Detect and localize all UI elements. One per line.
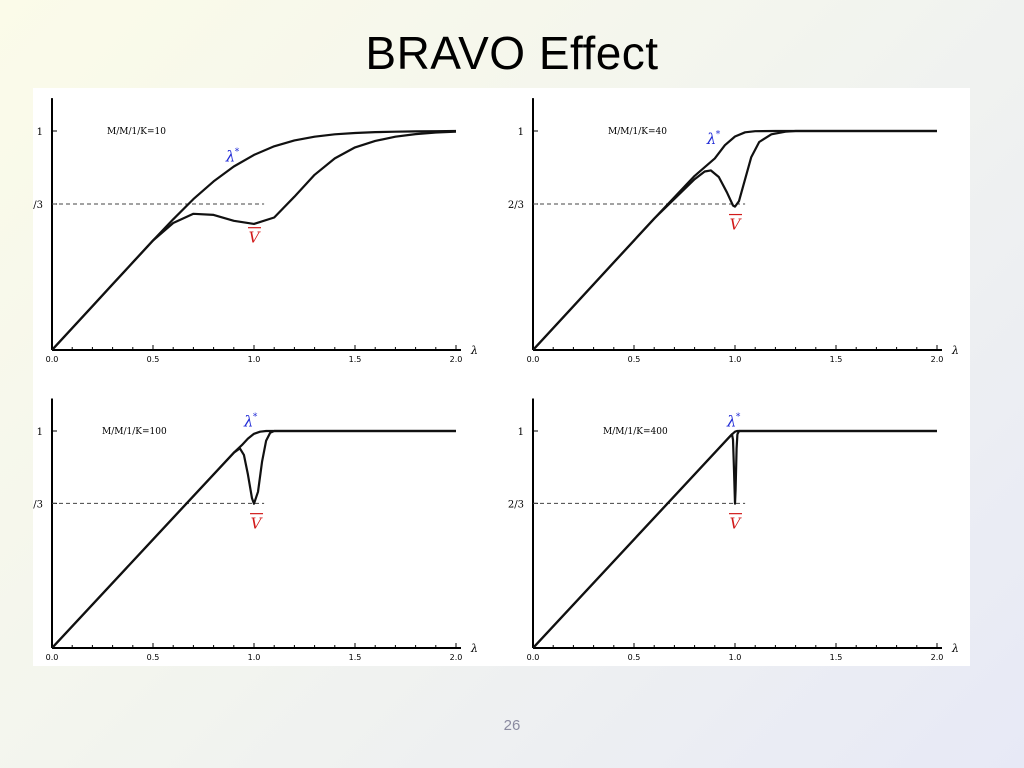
x-tick-label: 1.0 <box>729 653 742 662</box>
v-bar-annotation: V <box>730 216 743 234</box>
x-tick-label: 1.0 <box>248 355 261 364</box>
chart-panel-k40: 0.0 0.5 1.0 1.5 2.0λ2/31 M/M/1/K=40 λ *V <box>508 98 959 364</box>
series-line-v-bar <box>51 130 457 351</box>
y-tick-label: 2/3 <box>508 499 524 510</box>
x-tick-label: 1.5 <box>349 653 362 662</box>
x-tick-label: 0.0 <box>46 653 59 662</box>
y-tick-label: 1 <box>518 427 524 438</box>
x-tick-label: 2.0 <box>931 653 944 662</box>
series-line-lambda-star <box>51 429 456 649</box>
lambda-star-superscript: * <box>716 130 721 140</box>
x-tick-label: 0.5 <box>147 653 160 662</box>
x-axis-label: λ <box>470 344 478 357</box>
x-tick-label: 0.0 <box>527 653 540 662</box>
x-axis-label: λ <box>470 642 478 655</box>
chart-panel-k10: 0.00.51.01.52.0λ2/31M/M/1/K=10λ*V <box>33 98 478 364</box>
x-tick-label: 1.5 <box>830 653 843 662</box>
series-line-v-bar <box>51 429 456 649</box>
y-tick-label: 2/3 <box>33 200 43 211</box>
lambda-star-annotation: λ <box>706 130 717 148</box>
slide-title: BRAVO Effect <box>365 27 659 79</box>
lambda-star-annotation: λ <box>225 148 236 166</box>
panel-label: M/M/1/K=100 <box>102 427 167 437</box>
panel-label: M/M/1/K=40 <box>608 127 667 137</box>
panel-label: M/M/1/K=10 <box>107 127 166 137</box>
y-tick-label: 2/3 <box>508 200 524 211</box>
figure-panel-grid: 0.00.51.01.52.0λ2/31M/M/1/K=10λ*V0.00.51… <box>33 88 970 666</box>
y-tick-label: 2/3 <box>33 499 43 510</box>
x-tick-label: 0.5 <box>147 355 160 364</box>
x-tick-label: 2.0 <box>450 355 463 364</box>
lambda-star-superscript: * <box>736 413 741 423</box>
series-line-v-bar <box>532 429 937 649</box>
v-bar-annotation: V <box>730 515 743 533</box>
lambda-star-annotation: λ <box>726 413 737 431</box>
series-line-lambda-star <box>532 129 937 351</box>
lambda-star-superscript: * <box>253 413 258 423</box>
lambda-star-annotation: λ <box>243 413 254 431</box>
panel-label: M/M/1/K=400 <box>603 427 668 437</box>
chart-grid-svg: 0.00.51.01.52.0λ2/31M/M/1/K=10λ*V0.00.51… <box>33 98 959 662</box>
v-bar-annotation: V <box>251 515 264 533</box>
series-line-lambda-star <box>532 429 937 649</box>
y-tick-label: 1 <box>518 127 524 138</box>
x-tick-label: 0.5 <box>628 653 641 662</box>
x-tick-label: 0.5 <box>628 355 641 364</box>
x-axis-label: λ <box>951 344 959 357</box>
x-tick-label: 1.0 <box>729 355 742 364</box>
x-tick-label: 0.0 <box>527 355 540 364</box>
x-tick-label: 2.0 <box>931 355 944 364</box>
y-tick-label: 1 <box>37 127 43 138</box>
lambda-star-superscript: * <box>235 148 240 158</box>
x-axis-label: λ <box>951 642 959 655</box>
y-tick-label: 1 <box>37 427 43 438</box>
series-line-v-bar <box>532 129 937 351</box>
x-tick-label: 1.5 <box>830 355 843 364</box>
x-tick-label: 1.5 <box>349 355 362 364</box>
v-bar-annotation: V <box>249 229 262 247</box>
x-tick-label: 1.0 <box>248 653 261 662</box>
page-number: 26 <box>503 717 521 734</box>
x-tick-label: 2.0 <box>450 653 463 662</box>
x-tick-label: 0.0 <box>46 355 59 364</box>
